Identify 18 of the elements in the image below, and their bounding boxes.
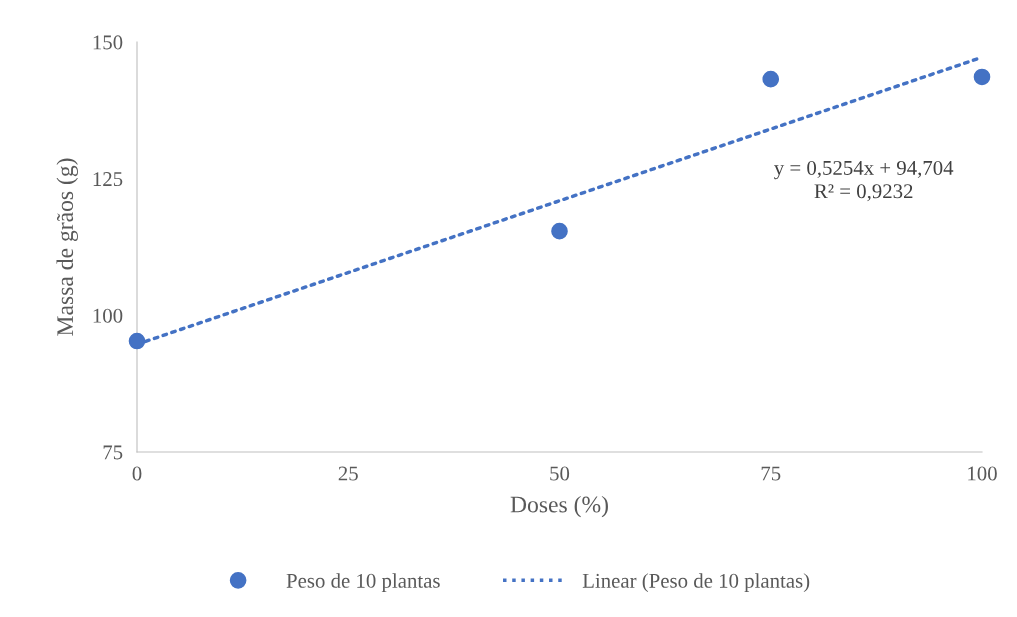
x-tick-label: 50 [550,466,570,481]
y-tick-label: 150 [93,35,123,50]
point [973,68,991,86]
legend-label: Peso de 10 plantas [286,573,440,593]
x-tick-label: 0 [132,466,142,481]
point [128,332,146,350]
y-tick-label: 125 [93,172,123,187]
legend-label: Linear (Peso de 10 plantas) [582,573,810,593]
x-axis-title: Doses (%) [510,495,608,518]
annotation: y = 0,5254x + 94,704 R² = 0,9232 [774,160,954,202]
y-tick-label: 100 [93,308,123,323]
y-tick-label: 75 [103,445,123,460]
point [762,70,780,88]
point [551,222,568,240]
x-tick-label: 25 [338,466,358,481]
x-tick-label: 75 [761,466,781,481]
x-tick-label: 100 [968,466,997,481]
y-axis-title: Massa de grãos (g) [56,158,78,336]
